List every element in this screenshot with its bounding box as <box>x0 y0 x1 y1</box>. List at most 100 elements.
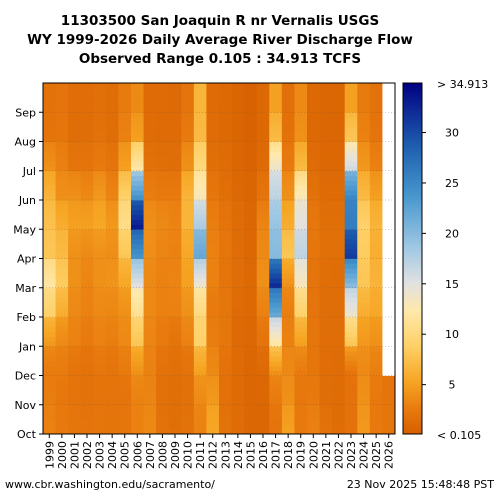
heatmap-cell <box>281 146 295 152</box>
heatmap-cell <box>294 214 308 220</box>
heatmap-cell <box>43 117 56 123</box>
heatmap-cell <box>369 117 383 123</box>
heatmap-cell <box>118 170 132 177</box>
heatmap-cell <box>344 239 358 245</box>
heatmap-cell <box>156 146 170 152</box>
heatmap-cell <box>143 112 157 118</box>
heatmap-cell <box>319 165 333 172</box>
heatmap-cell <box>118 195 132 201</box>
heatmap-cell <box>256 317 270 323</box>
heatmap-cell <box>344 370 358 376</box>
heatmap-cell <box>80 200 94 206</box>
heatmap-cell <box>206 404 220 411</box>
heatmap-cell <box>193 190 207 196</box>
heatmap-cell <box>131 185 144 191</box>
heatmap-cell <box>181 268 195 274</box>
heatmap-cell <box>93 414 107 420</box>
heatmap-cell <box>357 234 371 240</box>
heatmap-cell <box>369 292 383 298</box>
heatmap-cell <box>307 263 320 269</box>
heatmap-cell <box>294 302 308 308</box>
heatmap-cell <box>193 243 207 250</box>
heatmap-cell <box>206 375 220 381</box>
heatmap-cell <box>319 234 333 240</box>
heatmap-cell <box>193 136 207 142</box>
heatmap-cell <box>193 214 207 220</box>
heatmap-cell <box>294 219 308 225</box>
heatmap-cell <box>181 321 195 328</box>
heatmap-cell <box>80 141 94 147</box>
heatmap-cell <box>55 268 69 274</box>
heatmap-cell <box>357 180 371 186</box>
heatmap-cell <box>143 307 157 313</box>
heatmap-cell <box>256 200 270 206</box>
heatmap-cell <box>55 321 69 328</box>
heatmap-cell <box>357 92 371 99</box>
heatmap-cell <box>43 151 56 157</box>
heatmap-cell <box>332 156 346 162</box>
heatmap-cell <box>206 141 220 147</box>
heatmap-cell <box>206 390 220 396</box>
heatmap-cell <box>244 161 258 167</box>
heatmap-cell <box>369 190 383 196</box>
heatmap-cell <box>93 136 107 142</box>
heatmap-cell <box>231 429 245 435</box>
heatmap-cell <box>281 375 295 381</box>
x-tick-label: 2019 <box>295 441 308 469</box>
heatmap-cell <box>105 156 119 162</box>
heatmap-cell <box>118 243 132 250</box>
heatmap-cell <box>80 341 94 347</box>
heatmap-cell <box>80 273 94 279</box>
heatmap-cell <box>344 429 358 435</box>
heatmap-cell <box>332 141 346 147</box>
heatmap-cell <box>55 234 69 240</box>
heatmap-cell <box>332 287 346 294</box>
heatmap-cell <box>55 424 69 430</box>
heatmap-cell <box>80 253 94 259</box>
heatmap-cell <box>68 419 82 425</box>
heatmap-cell <box>131 346 144 352</box>
heatmap-cell <box>319 395 333 401</box>
heatmap-cell <box>143 253 157 259</box>
heatmap-cell <box>181 317 195 323</box>
heatmap-cell <box>93 234 107 240</box>
heatmap-cell <box>281 117 295 123</box>
heatmap-cell <box>68 341 82 347</box>
heatmap-cell <box>68 243 82 250</box>
heatmap-cell <box>93 204 107 211</box>
heatmap-cell <box>131 351 144 357</box>
heatmap-cell <box>357 380 371 386</box>
heatmap-cell <box>219 112 232 118</box>
heatmap-cell <box>357 146 371 152</box>
heatmap-cell <box>105 258 119 264</box>
heatmap-cell <box>93 151 107 157</box>
heatmap-cell <box>105 297 119 303</box>
heatmap-cell <box>344 117 358 123</box>
heatmap-cell <box>357 399 371 406</box>
heatmap-cell <box>118 414 132 420</box>
heatmap-cell <box>43 122 56 128</box>
heatmap-cell <box>332 321 346 328</box>
heatmap-cell <box>168 209 182 216</box>
heatmap-cell <box>319 112 333 118</box>
heatmap-cell <box>219 390 232 396</box>
heatmap-cell <box>193 151 207 157</box>
heatmap-cell <box>307 253 320 259</box>
heatmap-cell <box>369 317 383 323</box>
heatmap-cell <box>93 292 107 298</box>
heatmap-cell <box>307 175 320 181</box>
heatmap-cell <box>168 380 182 386</box>
heatmap-cell <box>244 278 258 284</box>
heatmap-cell <box>256 229 270 235</box>
heatmap-cell <box>244 404 258 411</box>
heatmap-cell <box>344 248 358 255</box>
heatmap-cell <box>105 370 119 376</box>
heatmap-cell <box>281 346 295 352</box>
heatmap-cell <box>382 404 396 411</box>
heatmap-cell <box>269 195 283 201</box>
heatmap-cell <box>193 419 207 425</box>
heatmap-cell <box>181 292 195 298</box>
heatmap-cell <box>93 243 107 250</box>
heatmap-cell <box>43 360 56 367</box>
heatmap-cell <box>357 141 371 147</box>
